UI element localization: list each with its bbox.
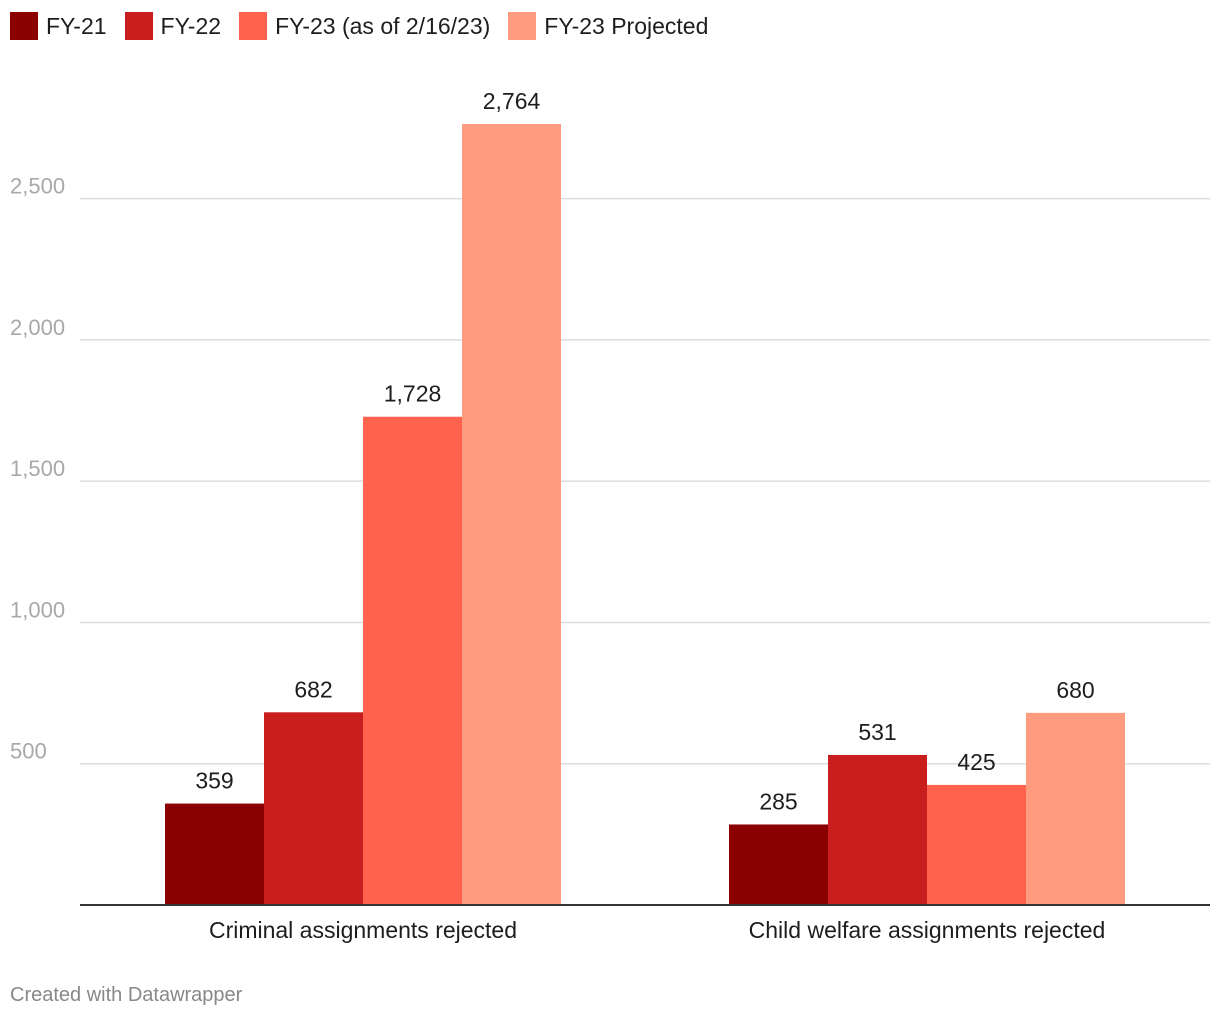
legend-item: FY-22 xyxy=(124,12,222,40)
bar xyxy=(165,803,264,905)
y-tick-label: 2,000 xyxy=(10,315,65,340)
legend-item: FY-21 xyxy=(10,12,107,40)
bar-value-label: 682 xyxy=(294,676,332,702)
y-tick-label: 1,500 xyxy=(10,456,65,481)
bar-value-label: 285 xyxy=(759,788,797,814)
legend-swatch xyxy=(10,12,38,40)
bar xyxy=(1026,712,1125,905)
x-category-label: Criminal assignments rejected xyxy=(209,917,517,943)
legend-item: FY-23 (as of 2/16/23) xyxy=(239,12,490,40)
legend-swatch xyxy=(239,12,268,40)
y-tick-label: 500 xyxy=(10,739,47,764)
legend-label: FY-23 Projected xyxy=(544,12,709,39)
bar-value-label: 359 xyxy=(195,768,233,794)
bar xyxy=(462,124,561,905)
x-category-label: Child welfare assignments rejected xyxy=(749,917,1106,943)
chart-legend: FY-21 FY-22 FY-23 (as of 2/16/23) FY-23 Pro… xyxy=(10,10,726,42)
legend-label: FY-22 xyxy=(160,12,222,39)
legend-label: FY-23 (as of 2/16/23) xyxy=(275,12,491,39)
bar xyxy=(264,712,363,905)
bar-value-label: 680 xyxy=(1056,677,1094,703)
footer-credit: Created with Datawrapper xyxy=(10,984,243,1006)
legend-swatch xyxy=(124,12,153,40)
bar xyxy=(927,784,1026,905)
legend-label: FY-21 xyxy=(46,12,107,39)
bar xyxy=(363,416,462,905)
y-tick-label: 1,000 xyxy=(10,597,65,622)
legend-swatch xyxy=(508,12,537,40)
bar-value-label: 1,728 xyxy=(384,381,442,407)
bar xyxy=(828,754,927,905)
bar-value-label: 531 xyxy=(858,719,896,745)
bar-value-label: 425 xyxy=(957,749,995,775)
legend-item: FY-23 Projected xyxy=(508,12,708,40)
y-tick-label: 2,500 xyxy=(10,174,65,199)
bar-value-label: 2,764 xyxy=(483,88,541,114)
bar xyxy=(729,824,828,905)
